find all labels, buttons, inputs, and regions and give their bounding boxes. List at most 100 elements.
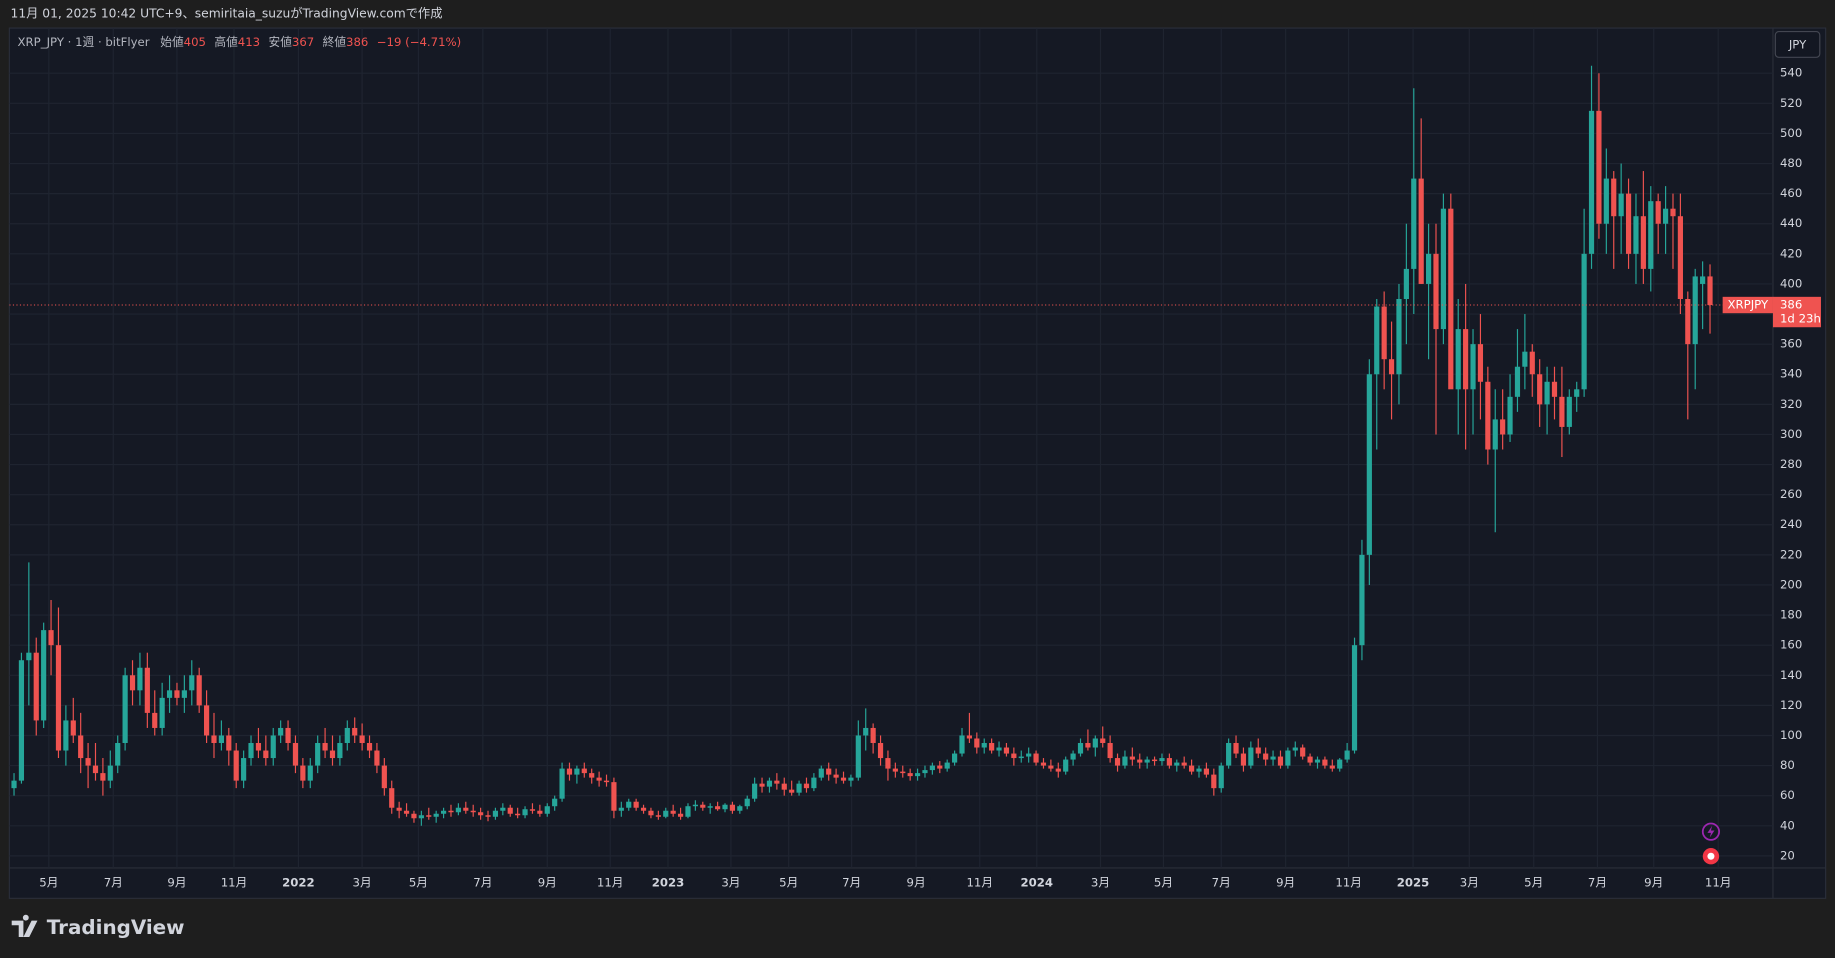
x-tick-label: 2025 [1397,876,1430,890]
candle-body [1463,329,1469,390]
candle-body [463,807,469,811]
candle-body [78,735,84,759]
open-value: 405 [184,35,206,49]
candle-body [937,765,943,769]
candle-body [826,768,832,775]
candle-body [1166,758,1172,766]
x-tick-label: 5月 [1524,876,1543,890]
candle-body [633,801,639,808]
candle-body [1322,759,1328,766]
candle-body [1122,756,1128,766]
candle-body [1381,306,1387,360]
candle-body [1618,193,1624,217]
candle-body [1477,344,1484,382]
candle-body [1359,554,1365,646]
x-tick-label: 11月 [597,876,624,890]
candle-body [270,735,276,759]
x-tick-label: 9月 [907,876,926,890]
candle-body [781,783,787,790]
candle-body [1662,208,1669,224]
close-value: 386 [346,35,368,49]
candle-body [1411,178,1417,269]
candle-body [1255,747,1261,754]
candle-body [226,735,232,751]
candle-body [300,765,306,781]
candle-body [522,809,528,816]
candle-body [507,807,513,814]
currency-button[interactable] [1774,30,1821,58]
candle-body [389,788,395,808]
candle-body [337,743,343,759]
x-tick-label: 5月 [39,876,58,890]
candle-body [241,758,247,781]
candle-body [1151,759,1158,762]
candles [9,65,1773,826]
candle-body [418,815,424,819]
candle-body [285,727,291,744]
candle-body [1366,374,1372,555]
high-value: 413 [238,35,260,49]
candle-body [1248,747,1254,766]
candle-body [1033,753,1039,763]
candle-body [803,783,810,789]
candle-body [1085,743,1091,748]
candle-body [1203,768,1210,775]
y-tick-label: 140 [1780,668,1802,682]
candle-body [885,758,891,769]
candle-body [70,720,76,736]
y-tick-label: 160 [1780,638,1802,652]
candle-body [566,768,573,775]
candle-body [255,743,262,751]
candle-body [626,801,632,808]
x-tick-label: 11月 [1335,876,1362,890]
candle-body [1063,759,1069,772]
y-tick-label: 460 [1780,186,1802,200]
candle-body [18,660,25,781]
candle-body [1218,765,1224,789]
candle-body [818,768,824,778]
close-label: 終値 [323,35,347,49]
candle-body [33,652,39,721]
candle-body [611,782,617,811]
y-tick-label: 220 [1780,547,1802,561]
candle-body [322,743,328,751]
candle-body [307,765,313,781]
high-label: 高値 [214,35,238,49]
candle-body [1040,762,1047,766]
logo-mark [11,914,38,937]
candle-body [329,750,336,759]
candle-body [1700,276,1706,284]
candle-body [144,667,150,713]
last-price-box [1772,296,1821,328]
candle-body [263,750,269,759]
candle-body [63,720,69,751]
candle-body [544,806,550,814]
currency[interactable]: JPY [1788,38,1807,52]
candle-body [1263,753,1269,760]
candle-body [129,675,136,691]
candle-body [1492,419,1498,450]
candle-body [1114,758,1121,766]
y-tick-label: 360 [1780,337,1802,351]
candle-body [974,738,980,748]
y-tick-label: 120 [1780,698,1802,712]
y-tick-label: 420 [1780,246,1802,260]
candle-body [1055,768,1061,772]
x-tick-label: 7月 [1588,876,1607,890]
flash-icon[interactable] [1701,822,1721,841]
candle-body [552,798,558,807]
candle-body [152,712,158,728]
x-tick-label: 3月 [1460,876,1479,890]
y-tick-label: 60 [1780,788,1795,802]
candle-body [581,768,587,774]
candle-body [166,690,173,698]
candle-body [174,690,180,698]
x-tick-label: 5月 [779,876,798,890]
candle-body [907,773,913,777]
candle-body [1522,351,1528,367]
candle-body [433,813,439,817]
candle-body [1566,396,1572,427]
candle-body [1144,759,1150,763]
candle-body [648,810,654,816]
